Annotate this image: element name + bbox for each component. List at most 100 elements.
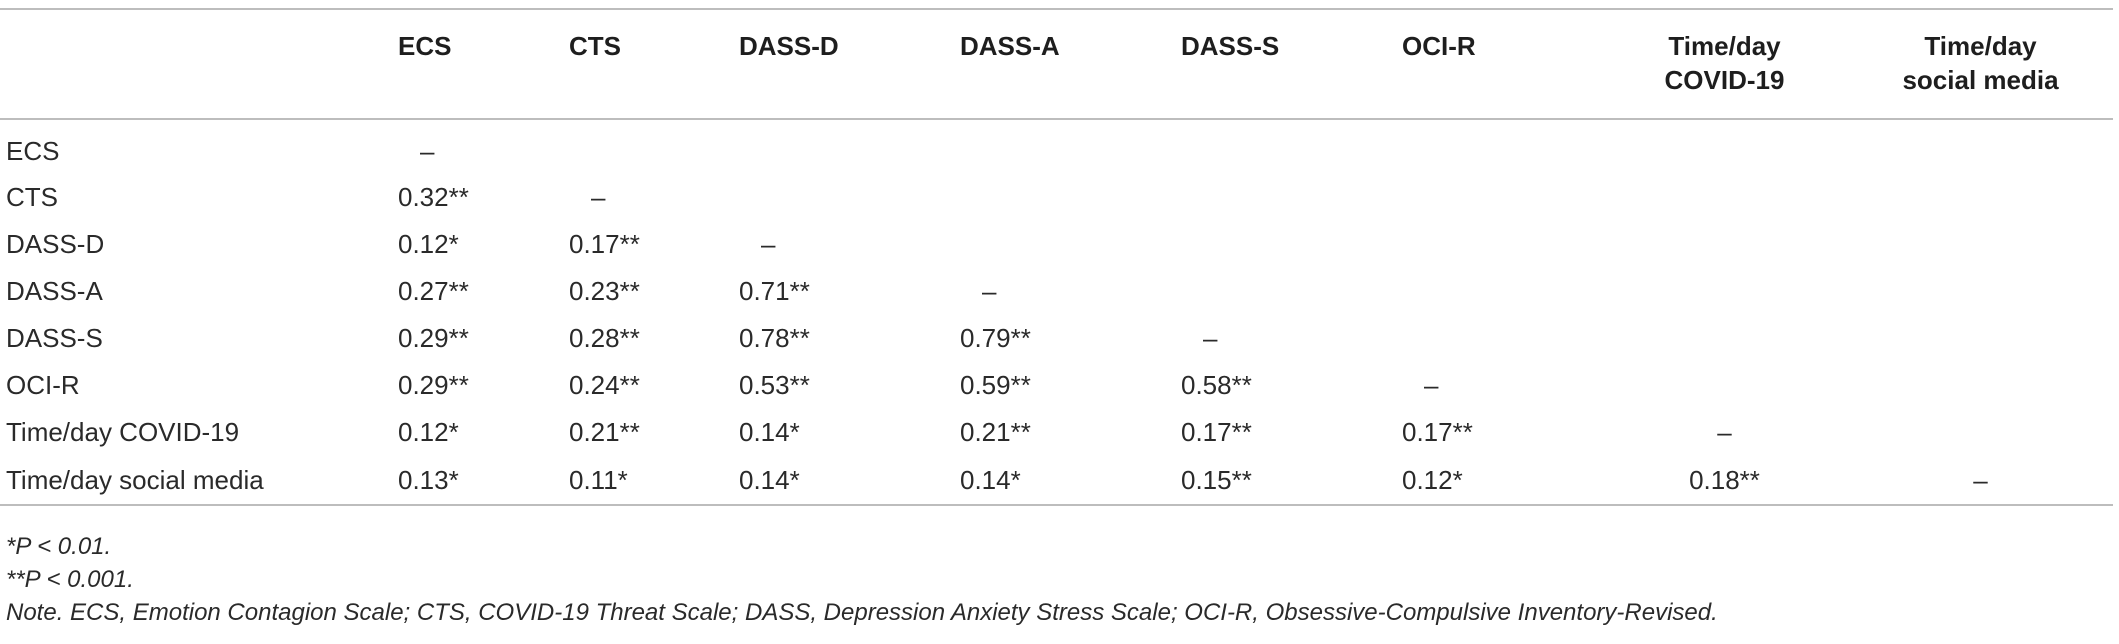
table-row: DASS-A 0.27** 0.23** 0.71** – (0, 267, 2113, 314)
table-cell (1848, 408, 2113, 455)
table-row: ECS – (0, 119, 2113, 173)
table-cell: 0.18** (1601, 455, 1848, 506)
header-line: Time/day (1924, 31, 2037, 61)
table-cell: 0.21** (569, 416, 640, 447)
table-cell: 0.17** (1402, 416, 1473, 447)
table-cell: 0.23** (569, 275, 640, 306)
header-line: COVID-19 (1664, 65, 1785, 95)
table-cell: 0.59** (960, 369, 1031, 400)
table-cell: 0.79** (960, 322, 1031, 353)
table-cell: – (591, 181, 606, 212)
table-cell (1181, 267, 1402, 314)
table-cell: 0.58** (1181, 369, 1252, 400)
table-cell: – (1203, 322, 1218, 353)
table-cell (1601, 267, 1848, 314)
table-cell (1601, 361, 1848, 408)
table-cell (1402, 220, 1601, 267)
table-cell: 0.78** (739, 322, 810, 353)
table-cell: – (420, 135, 435, 166)
table-cell: 0.21** (960, 416, 1031, 447)
table-cell (1181, 173, 1402, 220)
table-header: ECS CTS DASS-D DASS-A DASS-S OCI-R Time/… (0, 8, 2113, 120)
row-label: ECS (6, 135, 60, 166)
table-row: OCI-R 0.29** 0.24** 0.53** 0.59** 0.58** – (0, 361, 2113, 408)
table-cell (1402, 119, 1601, 173)
table-cell: 0.14* (960, 455, 1181, 506)
table-cell (1601, 173, 1848, 220)
header-cell-time-social: Time/day social media (1848, 8, 2113, 120)
table-cell (1848, 361, 2113, 408)
table-cell: – (1848, 455, 2113, 506)
table-row: DASS-S 0.29** 0.28** 0.78** 0.79** – (0, 314, 2113, 361)
table-cell: 0.28** (569, 322, 640, 353)
table-cell: 0.14* (739, 416, 800, 447)
table-cell (960, 173, 1181, 220)
table-cell (1402, 267, 1601, 314)
header-cell-dass-d: DASS-D (739, 8, 960, 120)
table-cell: 0.53** (739, 369, 810, 400)
table-cell: 0.71** (739, 275, 810, 306)
correlation-table: ECS CTS DASS-D DASS-A DASS-S OCI-R Time/… (0, 8, 2113, 506)
table-cell (1402, 173, 1601, 220)
table-row: Time/day social media 0.13* 0.11* 0.14* 0.14… (0, 455, 2113, 506)
header-line: Time/day (1668, 31, 1781, 61)
row-label: Time/day COVID-19 (6, 416, 240, 447)
header-cell-oci-r: OCI-R (1402, 8, 1601, 120)
table-cell: 0.14* (739, 455, 960, 506)
table-cell: 0.17** (1181, 416, 1252, 447)
table-cell: 0.15** (1181, 455, 1402, 506)
table-cell (1848, 173, 2113, 220)
header-row: ECS CTS DASS-D DASS-A DASS-S OCI-R Time/… (0, 8, 2113, 120)
header-cell-dass-s: DASS-S (1181, 8, 1402, 120)
header-cell-time-covid: Time/day COVID-19 (1601, 8, 1848, 120)
table-cell: 0.11* (569, 455, 739, 506)
row-label: OCI-R (6, 369, 80, 400)
table-row: CTS 0.32** – (0, 173, 2113, 220)
table-cell: 0.27** (398, 275, 469, 306)
table-cell (1402, 314, 1601, 361)
table-cell: – (1424, 369, 1439, 400)
header-cell-dass-a: DASS-A (960, 8, 1181, 120)
table-cell (569, 119, 739, 173)
table-cell (960, 220, 1181, 267)
table-cell: 0.24** (569, 369, 640, 400)
header-cell-cts: CTS (569, 8, 739, 120)
header-line: social media (1902, 65, 2059, 95)
table-notes: *P < 0.01. **P < 0.001. Note. ECS, Emoti… (6, 530, 1718, 629)
table-body: ECS – CTS 0.32** – DASS-D 0.12* 0.17** – DASS-A 0.… (0, 119, 2113, 506)
note-line: **P < 0.001. (6, 566, 134, 593)
table-cell (1848, 267, 2113, 314)
table-cell: – (761, 228, 776, 259)
table-cell: 0.12* (1402, 455, 1601, 506)
table-cell: 0.29** (398, 369, 469, 400)
table-cell (1848, 119, 2113, 173)
table-cell: 0.29** (398, 322, 469, 353)
table-cell: – (1717, 416, 1732, 447)
table-cell (1848, 314, 2113, 361)
table-cell (1181, 220, 1402, 267)
table-cell (960, 119, 1181, 173)
row-label: CTS (6, 181, 58, 212)
table-cell (1601, 220, 1848, 267)
note-line: Note. ECS, Emotion Contagion Scale; CTS,… (6, 599, 1718, 626)
table-cell (739, 173, 960, 220)
table-cell (1601, 119, 1848, 173)
table-cell (1848, 220, 2113, 267)
header-cell-ecs: ECS (398, 8, 569, 120)
table-cell (1601, 314, 1848, 361)
note-line: *P < 0.01. (6, 533, 112, 560)
table-cell: 0.13* (398, 455, 569, 506)
header-cell-empty (0, 8, 398, 120)
table-cell: – (982, 275, 997, 306)
table-cell: 0.32** (398, 181, 469, 212)
table-cell (1181, 119, 1402, 173)
row-label: DASS-A (6, 275, 103, 306)
table-cell: 0.12* (398, 228, 459, 259)
table-cell: 0.17** (569, 228, 640, 259)
table-row: DASS-D 0.12* 0.17** – (0, 220, 2113, 267)
table-cell: 0.12* (398, 416, 459, 447)
row-label: DASS-D (6, 228, 105, 259)
row-label: DASS-S (6, 322, 103, 353)
table-row: Time/day COVID-19 0.12* 0.21** 0.14* 0.21** 0… (0, 408, 2113, 455)
